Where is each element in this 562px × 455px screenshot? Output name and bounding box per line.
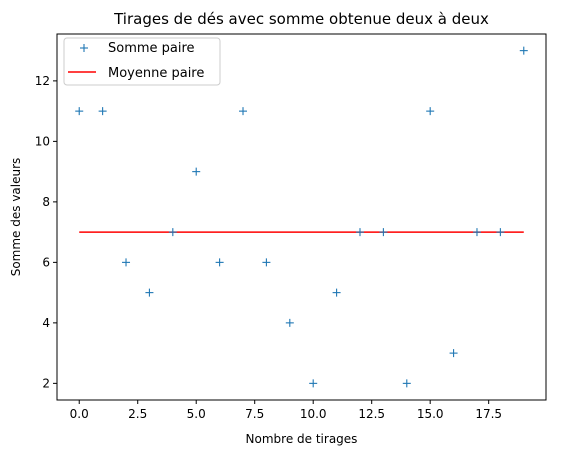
y-tick-label: 8 (42, 195, 50, 209)
x-tick-label: 2.5 (128, 407, 147, 421)
y-axis: 2 4 6 8 10 12 (35, 74, 57, 390)
y-tick-label: 6 (42, 255, 50, 269)
x-axis-title: Nombre de tirages (246, 432, 358, 446)
data-point (168, 228, 177, 237)
data-point (332, 288, 341, 297)
chart-title: Tirages de dés avec somme obtenue deux à… (113, 10, 489, 28)
legend-label: Somme paire (108, 41, 195, 56)
data-point (145, 288, 154, 297)
legend-box (63, 37, 221, 86)
data-point (496, 228, 505, 237)
data-point (239, 107, 248, 116)
data-point (215, 258, 224, 267)
x-tick-label: 17.5 (475, 407, 502, 421)
data-point (285, 318, 294, 327)
y-tick-label: 2 (42, 376, 50, 390)
plot-frame (56, 33, 547, 401)
x-tick-label: 7.5 (245, 407, 264, 421)
x-axis: 0.0 2.5 5.0 7.5 10.0 12.5 15.0 17.5 (70, 400, 502, 421)
x-tick-label: 5.0 (187, 407, 206, 421)
data-point (262, 258, 271, 267)
data-point (426, 107, 435, 116)
data-point (122, 258, 131, 267)
data-point (98, 107, 107, 116)
data-point (519, 46, 528, 55)
legend: Somme paire Moyenne paire (63, 37, 221, 86)
y-tick-label: 4 (42, 316, 50, 330)
data-point (402, 379, 411, 388)
x-tick-label: 0.0 (70, 407, 89, 421)
x-tick-label: 10.0 (300, 407, 327, 421)
x-tick-label: 15.0 (417, 407, 444, 421)
data-point (379, 228, 388, 237)
legend-entry-somme-paire: Somme paire (80, 41, 195, 56)
legend-entry-moyenne-paire: Moyenne paire (68, 66, 204, 81)
data-point (449, 349, 458, 358)
y-tick-label: 12 (35, 74, 50, 88)
y-axis-title: Somme des valeurs (9, 158, 23, 277)
data-point (472, 228, 481, 237)
data-point (355, 228, 364, 237)
data-point (75, 107, 84, 116)
y-tick-label: 10 (35, 134, 50, 148)
legend-label: Moyenne paire (108, 66, 204, 81)
x-tick-label: 12.5 (358, 407, 385, 421)
data-point (309, 379, 318, 388)
data-point (192, 167, 201, 176)
plot-area (75, 46, 528, 388)
